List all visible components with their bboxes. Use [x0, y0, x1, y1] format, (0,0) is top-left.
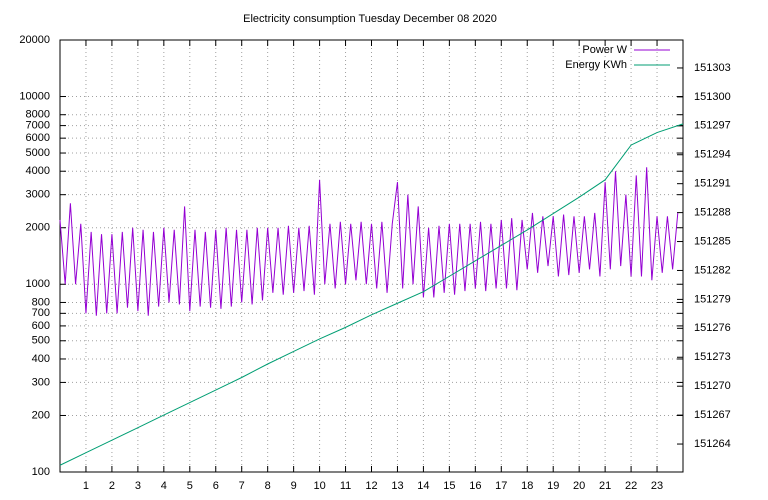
y-tick-label: 10000	[19, 90, 50, 102]
x-tick-label: 8	[265, 480, 271, 492]
x-tick-label: 13	[391, 480, 403, 492]
x-tick-label: 17	[495, 480, 507, 492]
y-tick-label: 200	[32, 409, 50, 421]
y-tick-label: 4000	[26, 165, 50, 177]
x-tick-label: 22	[625, 480, 637, 492]
x-tick-label: 6	[213, 480, 219, 492]
y2-tick-label: 151294	[694, 149, 731, 161]
y-tick-label: 20000	[19, 34, 50, 46]
y-tick-label: 400	[32, 353, 50, 365]
x-tick-label: 3	[135, 480, 141, 492]
y2-tick-label: 151276	[694, 322, 731, 334]
y-tick-label: 2000	[26, 222, 50, 234]
y-tick-label: 500	[32, 335, 50, 347]
y2-tick-label: 151303	[694, 62, 731, 74]
y-tick-label: 300	[32, 376, 50, 388]
y2-tick-label: 151297	[694, 120, 731, 132]
x-tick-label: 2	[109, 480, 115, 492]
x-tick-label: 10	[313, 480, 325, 492]
y-tick-label: 1000	[26, 278, 50, 290]
y-tick-label: 5000	[26, 147, 50, 159]
y2-tick-label: 151267	[694, 409, 731, 421]
y2-tick-label: 151291	[694, 178, 731, 190]
x-tick-label: 12	[365, 480, 377, 492]
y-tick-label: 600	[32, 320, 50, 332]
y-tick-label: 800	[32, 296, 50, 308]
y2-tick-label: 151273	[694, 351, 731, 363]
y2-tick-label: 151279	[694, 293, 731, 305]
legend-label: Energy KWh	[565, 59, 627, 71]
x-tick-label: 4	[161, 480, 167, 492]
x-tick-label: 21	[599, 480, 611, 492]
x-tick-label: 19	[547, 480, 559, 492]
x-tick-label: 1	[83, 480, 89, 492]
data-line	[59, 123, 684, 466]
chart-title: Electricity consumption Tuesday December…	[243, 13, 497, 25]
x-tick-label: 15	[443, 480, 455, 492]
x-tick-label: 9	[291, 480, 297, 492]
x-tick-label: 23	[651, 480, 663, 492]
x-tick-label: 5	[187, 480, 193, 492]
x-tick-label: 20	[573, 480, 585, 492]
x-tick-label: 7	[239, 480, 245, 492]
y2-tick-label: 151285	[694, 235, 731, 247]
data-line	[59, 167, 679, 316]
y2-tick-label: 151270	[694, 380, 731, 392]
legend-label: Power W	[582, 44, 627, 56]
y-tick-label: 700	[32, 307, 50, 319]
y2-tick-label: 151300	[694, 91, 731, 103]
y-tick-label: 8000	[26, 109, 50, 121]
y-tick-label: 3000	[26, 189, 50, 201]
y2-tick-label: 151264	[694, 438, 731, 450]
x-tick-label: 16	[469, 480, 481, 492]
y2-tick-label: 151282	[694, 264, 731, 276]
y-tick-label: 7000	[26, 120, 50, 132]
x-tick-label: 11	[340, 480, 351, 492]
y-tick-label: 6000	[26, 132, 50, 144]
y-tick-label: 100	[32, 466, 50, 478]
plot-frame	[59, 39, 684, 473]
x-tick-label: 18	[521, 480, 533, 492]
y2-tick-label: 151288	[694, 207, 731, 219]
x-tick-label: 14	[417, 480, 429, 492]
